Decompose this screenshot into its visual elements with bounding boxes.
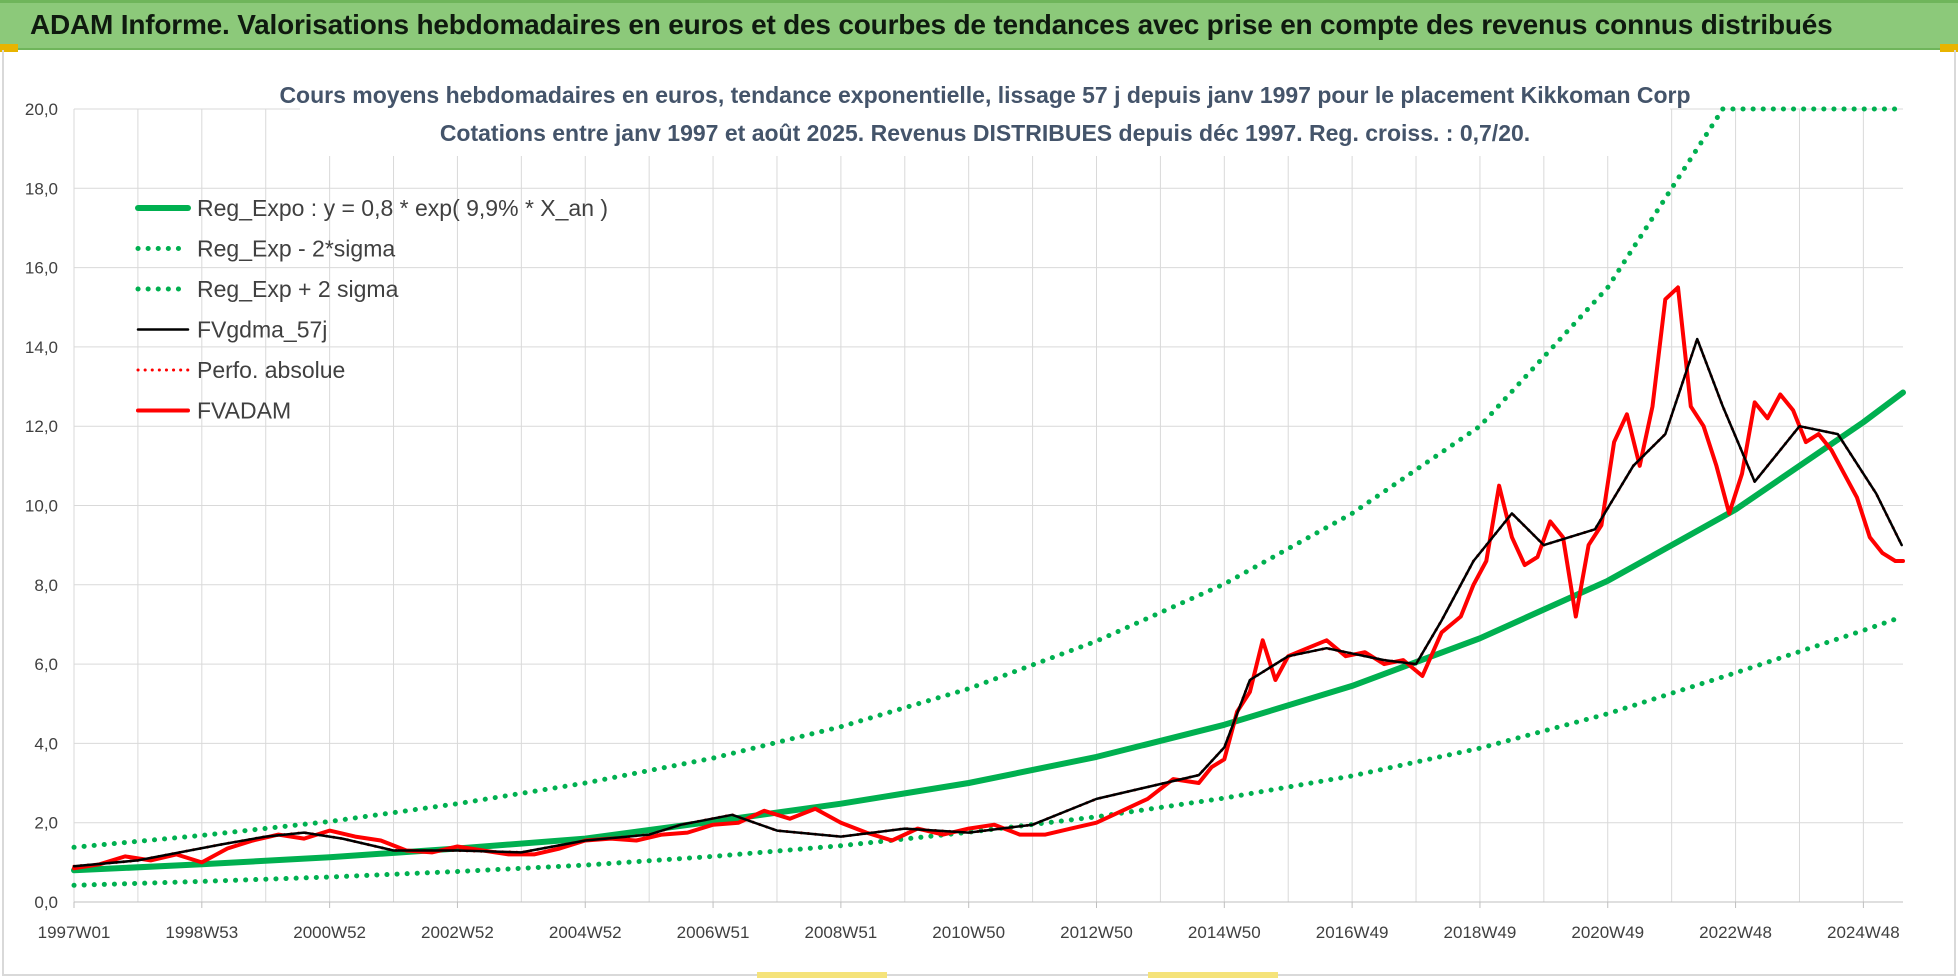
corner-marker-right <box>1940 44 1958 52</box>
x-tick-label: 2016W49 <box>1316 923 1389 942</box>
legend-label: Reg_Exp - 2*sigma <box>197 236 395 262</box>
y-tick-label: 12,0 <box>25 417 58 436</box>
legend-label: Reg_Exp + 2 sigma <box>197 276 399 302</box>
x-tick-label: 2006W51 <box>677 923 750 942</box>
x-tick-label: 2012W50 <box>1060 923 1133 942</box>
y-tick-label: 14,0 <box>25 338 58 357</box>
y-axis-ticks: 0,0 2,0 4,0 6,0 8,0 10,0 12,0 14,0 16,0 18,0 20,0 <box>25 100 58 912</box>
corner-marker-left <box>0 44 18 52</box>
grid <box>73 108 1903 903</box>
x-tick-label: 2000W52 <box>293 923 366 942</box>
legend-label: Reg_Expo : y = 0,8 * exp( 9,9% * X_an ) <box>197 195 608 221</box>
x-axis-ticks: 1997W01 1998W53 2000W52 2002W52 2004W52 2006W… <box>38 901 1903 942</box>
y-tick-label: 20,0 <box>25 100 58 119</box>
y-tick-label: 2,0 <box>34 814 58 833</box>
header-banner: ADAM Informe. Valorisations hebdomadaire… <box>0 0 1958 50</box>
series-line-2 <box>71 106 1906 850</box>
bottom-accent-1 <box>757 972 887 978</box>
y-tick-label: 6,0 <box>34 655 58 674</box>
x-tick-label: 2024W48 <box>1827 923 1900 942</box>
x-tick-label: 2004W52 <box>549 923 622 942</box>
y-tick-label: 8,0 <box>34 576 58 595</box>
x-tick-label: 1998W53 <box>165 923 238 942</box>
x-tick-label: 2018W49 <box>1444 923 1517 942</box>
bottom-accent-2 <box>1148 972 1278 978</box>
chart-subtitle: Cotations entre janv 1997 et août 2025. … <box>440 120 1530 146</box>
x-tick-label: 1997W01 <box>38 923 111 942</box>
legend: Reg_Expo : y = 0,8 * exp( 9,9% * X_an ) R… <box>135 195 608 424</box>
y-tick-label: 0,0 <box>34 893 58 912</box>
y-tick-label: 18,0 <box>25 179 58 198</box>
x-tick-label: 2002W52 <box>421 923 494 942</box>
x-tick-label: 2010W50 <box>932 923 1005 942</box>
chart-frame <box>2 50 1956 976</box>
legend-label: FVADAM <box>197 398 291 424</box>
y-tick-label: 10,0 <box>25 497 58 516</box>
y-tick-label: 16,0 <box>25 259 58 278</box>
x-tick-label: 2014W50 <box>1188 923 1261 942</box>
series-line-3 <box>72 337 1903 868</box>
x-tick-label: 2008W51 <box>804 923 877 942</box>
series-line-0 <box>71 389 1906 874</box>
series-line-5 <box>72 285 1905 871</box>
chart-title: Cours moyens hebdomadaires en euros, ten… <box>279 82 1690 108</box>
series-line-1 <box>71 614 1906 888</box>
report-title: ADAM Informe. Valorisations hebdomadaire… <box>30 9 1833 40</box>
title-backdrop <box>300 76 1670 156</box>
x-tick-label: 2020W49 <box>1571 923 1644 942</box>
legend-label: Perfo. absolue <box>197 357 345 383</box>
x-tick-label: 2022W48 <box>1699 923 1772 942</box>
legend-label: FVgdma_57j <box>197 317 327 343</box>
series-group <box>71 106 1906 888</box>
y-tick-label: 4,0 <box>34 734 58 753</box>
